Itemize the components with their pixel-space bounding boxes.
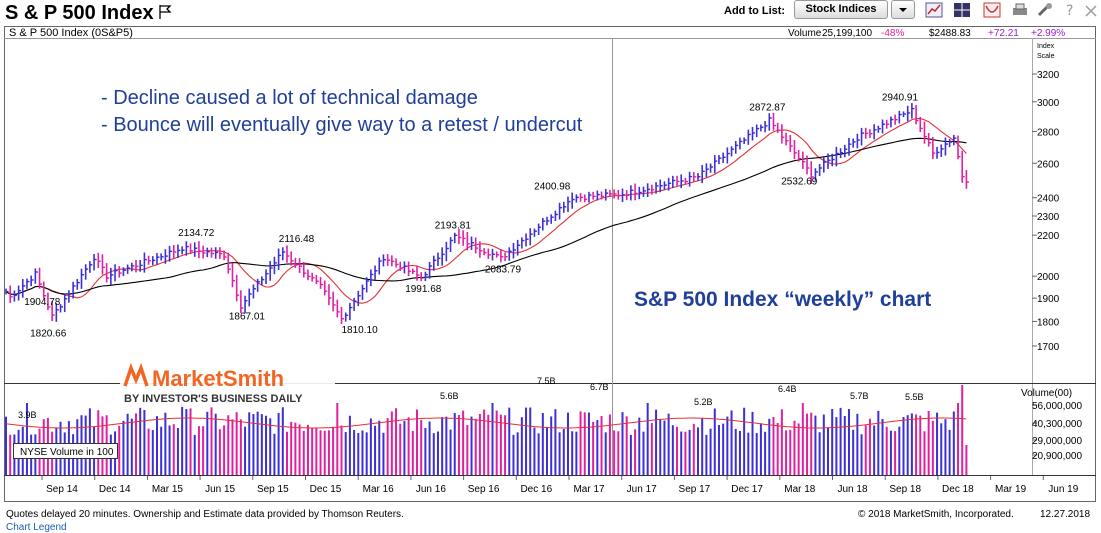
price-tick-label: 3200: [1037, 70, 1060, 81]
help-icon[interactable]: ?: [1062, 2, 1080, 18]
footer-disclaimer: Quotes delayed 20 minutes. Ownership and…: [6, 509, 404, 520]
volume-value: 25,199,100: [822, 28, 872, 39]
change-value: +72.21: [988, 28, 1019, 39]
list-dropdown-button[interactable]: [891, 0, 915, 19]
logo-name: MarketSmith: [152, 366, 284, 391]
x-tick-label: Dec 14: [99, 484, 131, 495]
line-chart-icon[interactable]: [925, 2, 943, 18]
x-tick-label: Mar 15: [152, 484, 184, 495]
x-tick-label: Dec 16: [520, 484, 552, 495]
volume-data-label: 5.2B: [694, 397, 713, 407]
x-tick-label: Mar 18: [784, 484, 816, 495]
price-tick-label: 1900: [1037, 294, 1060, 305]
x-tick-label: Sep 17: [679, 484, 711, 495]
price-data-label: 1820.66: [30, 329, 67, 340]
x-tick-label: Dec 18: [942, 484, 974, 495]
ma-short-line: [5, 118, 967, 304]
chart-legend-link[interactable]: Chart Legend: [6, 522, 67, 533]
print-icon[interactable]: [1011, 2, 1029, 18]
x-tick-label: Mar 19: [995, 484, 1027, 495]
price-data-label: 1991.68: [405, 284, 442, 295]
price-data-label: 2940.91: [882, 92, 919, 103]
volume-tick-label: 56,000,000: [1032, 401, 1082, 412]
tools-icon[interactable]: [1036, 2, 1054, 18]
volume-legend-box: [13, 443, 118, 459]
price-value: $2488.83: [929, 28, 971, 39]
price-data-label: 1810.10: [342, 325, 379, 336]
volume-data-label: 5.7B: [850, 391, 869, 401]
volume-data-label: 5.6B: [440, 391, 459, 401]
x-tick-label: Jun 15: [205, 484, 235, 495]
scale-label: Scale: [1037, 53, 1055, 60]
symbol-label: S & P 500 Index (0S&P5): [9, 27, 133, 39]
x-tick-label: Sep 14: [46, 484, 78, 495]
volume-data-label: 3.9B: [18, 410, 37, 420]
x-tick-label: Mar 17: [573, 484, 605, 495]
price-data-label: 1867.01: [229, 312, 266, 323]
x-tick-label: Dec 15: [310, 484, 342, 495]
volume-tick-label: 20,900,000: [1032, 451, 1082, 462]
price-tick-label: 2300: [1037, 212, 1060, 223]
price-tick-label: 2600: [1037, 159, 1060, 170]
price-data-label: 1904.78: [24, 297, 61, 308]
close-icon[interactable]: [1082, 2, 1100, 18]
pattern-icon[interactable]: [983, 2, 1001, 18]
volume-tick-label: 40,300,000: [1032, 419, 1082, 430]
price-tick-label: 2000: [1037, 272, 1060, 283]
price-data-label: 2134.72: [178, 228, 215, 239]
x-tick-label: Jun 16: [416, 484, 446, 495]
price-tick-label: 1800: [1037, 317, 1060, 328]
x-tick-label: Sep 15: [257, 484, 289, 495]
price-data-label: 2400.98: [534, 182, 571, 193]
price-data-label: 2083.79: [485, 264, 522, 275]
price-tick-label: 1700: [1037, 342, 1060, 353]
x-tick-label: Jun 17: [627, 484, 657, 495]
logo-tagline: BY INVESTOR'S BUSINESS DAILY: [124, 393, 303, 405]
annotation-bullet-2: - Bounce will eventually give way to a r…: [101, 114, 583, 136]
volume-ma-line: [5, 417, 967, 429]
x-tick-label: Jun 18: [837, 484, 867, 495]
x-tick-label: Sep 18: [889, 484, 921, 495]
change-pct: +2.99%: [1031, 28, 1065, 39]
price-data-label: 2116.48: [279, 234, 315, 245]
chart-frame: [4, 26, 1096, 502]
list-select[interactable]: Stock Indices: [794, 0, 888, 19]
x-tick-label: Mar 16: [363, 484, 395, 495]
volume-legend: NYSE Volume in 100: [20, 447, 114, 458]
index-label: Index: [1037, 43, 1055, 50]
flag-icon[interactable]: [158, 4, 172, 20]
volume-data-label: 6.4B: [778, 384, 797, 394]
price-data-label: 2193.81: [435, 220, 472, 231]
volume-axis-label: Volume(00): [1021, 388, 1072, 399]
volume-data-label: 6.7B: [590, 382, 609, 392]
x-tick-label: Sep 16: [468, 484, 500, 495]
marketsmith-m-icon: [123, 363, 149, 387]
volume-data-label: 7.5B: [537, 376, 556, 386]
volume-label: Volume: [788, 28, 822, 39]
price-tick-label: 2800: [1037, 127, 1060, 138]
price-tick-label: 2200: [1037, 231, 1060, 242]
page-title: S & P 500 Index: [5, 2, 154, 24]
price-tick-label: 3000: [1037, 98, 1060, 109]
annotation-bullet-1: - Decline caused a lot of technical dama…: [101, 87, 478, 109]
x-tick-label: Jun 19: [1048, 484, 1078, 495]
price-data-label: 2872.87: [749, 102, 786, 113]
price-tick-label: 2400: [1037, 194, 1060, 205]
svg-text:?: ?: [1066, 3, 1073, 18]
footer-copyright: © 2018 MarketSmith, Incorporated.: [858, 509, 1014, 520]
chart-label: S&P 500 Index “weekly” chart: [634, 288, 931, 311]
chevron-down-icon: [899, 8, 907, 12]
grid-icon[interactable]: [953, 2, 971, 18]
price-data-label: 2532.69: [781, 177, 818, 188]
footer-date: 12.27.2018: [1040, 509, 1091, 520]
add-to-list-label: Add to List:: [724, 5, 786, 17]
volume-data-label: 5.5B: [905, 392, 924, 402]
volume-pct: -48%: [881, 28, 904, 39]
volume-tick-label: 29,000,000: [1032, 436, 1082, 447]
marketsmith-logo: MarketSmith BY INVESTOR'S BUSINESS DAILY: [120, 359, 335, 407]
x-tick-label: Dec 17: [731, 484, 763, 495]
